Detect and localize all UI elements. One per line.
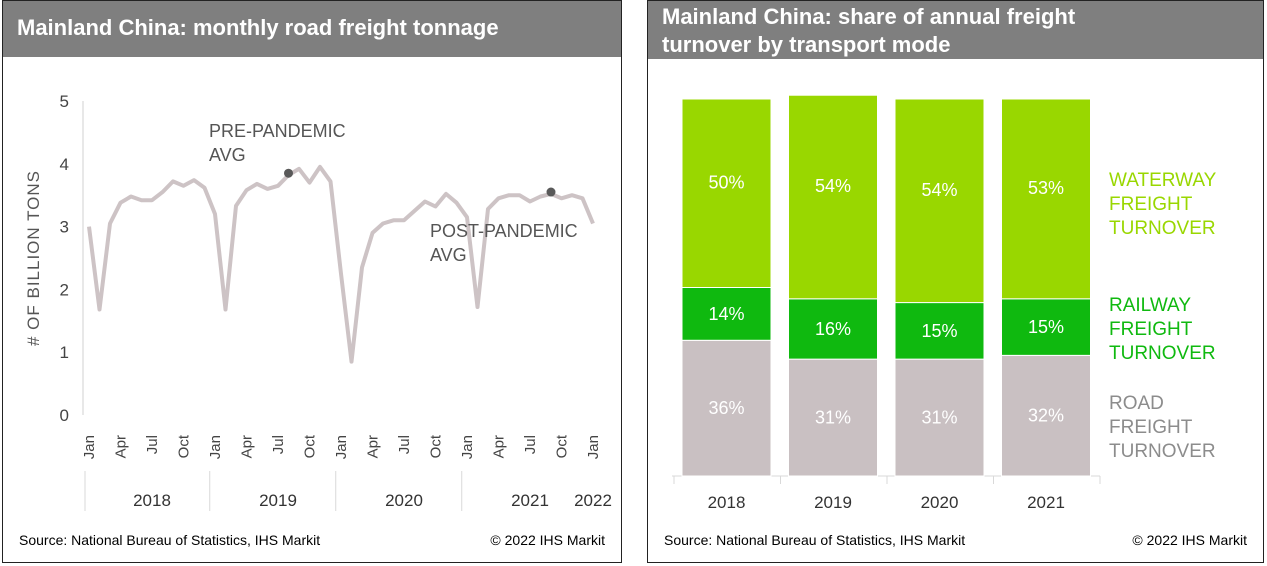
right-source-note: Source: National Bureau of Statistics, I… bbox=[664, 532, 966, 548]
x-month-tick-label: Jan bbox=[207, 435, 224, 459]
x-month-tick-label: Apr bbox=[239, 435, 256, 458]
marker-annotation-label: AVG bbox=[430, 245, 467, 265]
x-month-tick-label: Jul bbox=[144, 435, 161, 454]
y-tick-label: 0 bbox=[60, 406, 69, 425]
x-month-tick-label: Jul bbox=[270, 435, 287, 454]
bar-segment bbox=[681, 287, 772, 341]
right-chart-title-line1: Mainland China: share of annual freight bbox=[662, 4, 1076, 29]
marker-annotation-label: AVG bbox=[209, 145, 246, 165]
legend-label: FREIGHT bbox=[1109, 417, 1193, 438]
x-month-tick-label: Apr bbox=[113, 435, 130, 458]
x-year-label: 2021 bbox=[511, 491, 549, 510]
bar-data-label: 15% bbox=[1028, 317, 1064, 337]
y-tick-label: 3 bbox=[60, 218, 69, 237]
x-month-tick-label: Oct bbox=[176, 434, 193, 458]
freight-share-stacked-bar-chart: 36% 14% 50% 2018 31% 16% 54% 2019 31% 15% 54% 2020 3… bbox=[672, 94, 1217, 512]
legend-label: RAILWAY bbox=[1109, 295, 1191, 316]
bar-segment bbox=[681, 98, 772, 288]
bar-data-label: 14% bbox=[708, 304, 744, 324]
bar-segment bbox=[894, 358, 985, 477]
left-source-note: Source: National Bureau of Statistics, I… bbox=[19, 532, 321, 548]
left-copyright: © 2022 IHS Markit bbox=[490, 532, 605, 548]
legend-label: TURNOVER bbox=[1109, 343, 1216, 364]
legend-label: TURNOVER bbox=[1109, 441, 1216, 462]
legend-label: ROAD bbox=[1109, 393, 1164, 414]
freight-turnover-share-panel: Mainland China: share of annual freight … bbox=[647, 0, 1264, 563]
bar-data-label: 31% bbox=[815, 408, 851, 428]
bar-segment bbox=[1001, 354, 1091, 477]
bar-data-label: 16% bbox=[815, 319, 851, 339]
bar-segment bbox=[894, 98, 985, 304]
y-axis-label: # OF BILLION TONS bbox=[24, 170, 43, 346]
y-tick-label: 2 bbox=[60, 280, 69, 299]
x-month-tick-label: Oct bbox=[302, 434, 319, 458]
left-chart-title: Mainland China: monthly road freight ton… bbox=[3, 1, 621, 57]
bar-segment bbox=[894, 302, 985, 360]
x-month-tick-label: Apr bbox=[491, 435, 508, 458]
bar-segment bbox=[788, 298, 878, 360]
x-month-tick-label: Jan bbox=[459, 435, 476, 459]
legend-label: TURNOVER bbox=[1109, 218, 1216, 239]
avg-marker-point bbox=[546, 187, 556, 197]
bar-data-label: 54% bbox=[815, 176, 851, 196]
bar-data-label: 50% bbox=[708, 172, 744, 192]
x-category-label: 2018 bbox=[708, 493, 746, 512]
x-category-label: 2020 bbox=[921, 493, 959, 512]
right-copyright: © 2022 IHS Markit bbox=[1132, 532, 1247, 548]
y-tick-label: 1 bbox=[60, 343, 69, 362]
x-category-label: 2021 bbox=[1027, 493, 1065, 512]
bar-data-label: 53% bbox=[1028, 178, 1064, 198]
bar-segment bbox=[681, 339, 772, 477]
x-month-tick-label: Jan bbox=[333, 435, 350, 459]
x-year-label: 2019 bbox=[259, 491, 297, 510]
bar-data-label: 54% bbox=[921, 180, 957, 200]
x-month-tick-label: Apr bbox=[365, 435, 382, 458]
x-category-label: 2019 bbox=[814, 493, 852, 512]
bar-segment bbox=[788, 94, 878, 300]
bar-data-label: 15% bbox=[921, 321, 957, 341]
marker-annotation-label: PRE-PANDEMIC bbox=[209, 121, 346, 141]
road-freight-line-chart: 0 1 2 3 4 5 # OF BILLION TONS PRE-PANDEMIC AVG PO… bbox=[24, 92, 612, 511]
bar-segment bbox=[788, 358, 878, 477]
road-freight-tonnage-panel: Mainland China: monthly road freight ton… bbox=[2, 0, 622, 563]
bar-segment bbox=[1001, 98, 1091, 300]
x-year-label: 2022 bbox=[574, 491, 612, 510]
marker-annotation-label: POST-PANDEMIC bbox=[430, 221, 578, 241]
bar-data-label: 31% bbox=[921, 408, 957, 428]
x-month-tick-label: Oct bbox=[554, 434, 571, 458]
legend-label: FREIGHT bbox=[1109, 319, 1193, 340]
bar-data-label: 32% bbox=[1028, 406, 1064, 426]
legend-label: FREIGHT bbox=[1109, 194, 1193, 215]
tonnage-series-line bbox=[87, 164, 595, 364]
right-chart-title-line2: turnover by transport mode bbox=[662, 32, 951, 57]
legend-label: WATERWAY bbox=[1109, 170, 1217, 191]
y-tick-label: 5 bbox=[60, 92, 69, 111]
avg-marker-point bbox=[284, 168, 293, 178]
x-year-label: 2020 bbox=[385, 491, 423, 510]
x-month-tick-label: Jul bbox=[396, 435, 413, 454]
x-year-label: 2018 bbox=[133, 491, 171, 510]
x-month-tick-label: Jan bbox=[585, 435, 602, 459]
x-month-tick-label: Oct bbox=[428, 434, 445, 458]
y-tick-label: 4 bbox=[60, 155, 69, 174]
bar-data-label: 36% bbox=[708, 398, 744, 418]
right-chart-title: Mainland China: share of annual freight … bbox=[648, 1, 1263, 59]
x-month-tick-label: Jul bbox=[522, 435, 539, 454]
x-month-tick-label: Jan bbox=[81, 435, 98, 459]
